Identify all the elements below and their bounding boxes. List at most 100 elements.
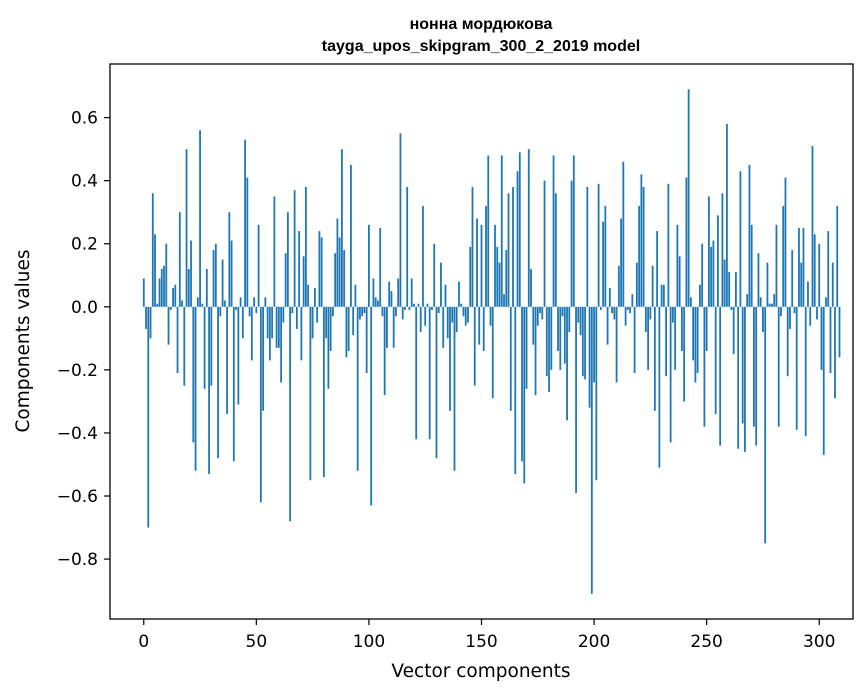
- bar: [404, 306, 406, 310]
- bar: [316, 306, 319, 323]
- bar: [388, 281, 391, 307]
- bar: [500, 155, 503, 307]
- bar: [757, 253, 760, 307]
- bar: [352, 306, 355, 336]
- bar: [201, 303, 204, 307]
- bar: [379, 227, 382, 307]
- bar: [771, 303, 773, 307]
- bar: [807, 281, 809, 307]
- bar: [372, 278, 375, 307]
- bar: [320, 237, 323, 307]
- bar: [476, 218, 478, 307]
- bar: [156, 303, 159, 307]
- y-tick-label: −0.2: [57, 361, 98, 381]
- bar: [534, 306, 537, 396]
- bar: [753, 306, 755, 427]
- bar: [176, 306, 179, 374]
- bar: [588, 306, 591, 408]
- bar: [455, 306, 458, 333]
- bar: [257, 224, 260, 307]
- bar: [514, 306, 517, 474]
- bar: [530, 268, 532, 307]
- bar: [550, 306, 553, 370]
- bar: [748, 164, 751, 307]
- bar: [237, 306, 240, 405]
- bar: [241, 306, 244, 339]
- bar: [223, 300, 226, 307]
- bar: [399, 133, 402, 307]
- bar: [635, 262, 638, 307]
- bar: [692, 306, 695, 361]
- bar: [419, 306, 422, 333]
- bar: [453, 306, 456, 471]
- bar: [662, 284, 665, 307]
- bar: [417, 303, 420, 307]
- bar: [723, 259, 726, 307]
- bar: [512, 186, 514, 307]
- bar: [370, 306, 373, 506]
- bar: [640, 174, 643, 307]
- bar: [750, 224, 753, 307]
- y-tick-label: 0.4: [71, 172, 98, 192]
- bar: [644, 306, 647, 333]
- bar: [557, 306, 559, 351]
- x-axis: 0 50 100 150 200 250 300: [138, 619, 835, 652]
- bar: [250, 306, 253, 361]
- bar: [428, 306, 431, 440]
- bar: [473, 306, 476, 386]
- bar: [777, 306, 780, 427]
- x-tick-label: 200: [578, 632, 610, 652]
- bar: [638, 205, 641, 307]
- bar: [798, 227, 800, 307]
- bar: [172, 287, 174, 307]
- bar: [262, 306, 264, 411]
- chart-subtitle: tayga_upos_skipgram_300_2_2019 model: [322, 38, 640, 55]
- bar: [178, 212, 181, 307]
- bar: [775, 224, 778, 307]
- bar: [431, 306, 433, 310]
- bar: [322, 306, 325, 478]
- bar: [599, 306, 602, 310]
- bar: [386, 306, 388, 348]
- bar: [345, 306, 348, 358]
- bar: [214, 243, 217, 307]
- bar: [568, 306, 571, 333]
- bar: [726, 123, 728, 307]
- bar: [190, 240, 192, 307]
- bar: [780, 306, 782, 317]
- bar: [624, 306, 627, 326]
- bar: [525, 306, 528, 389]
- bar: [149, 306, 152, 339]
- bar: [212, 250, 215, 307]
- bar: [689, 297, 692, 307]
- bar: [467, 306, 469, 323]
- bar: [712, 240, 715, 307]
- bar: [365, 306, 368, 374]
- bar: [647, 306, 650, 370]
- bar: [336, 218, 339, 307]
- bar: [604, 205, 607, 307]
- bar: [717, 215, 719, 307]
- bar: [653, 306, 656, 411]
- bar: [516, 171, 519, 307]
- bar: [728, 272, 731, 307]
- bar: [489, 306, 492, 326]
- bar: [232, 306, 235, 462]
- bar: [325, 306, 328, 339]
- bar: [696, 306, 699, 374]
- bar: [570, 180, 573, 307]
- bar: [158, 278, 161, 307]
- bar: [741, 306, 744, 424]
- bar: [271, 306, 274, 339]
- bar: [219, 306, 222, 317]
- bar: [147, 306, 150, 528]
- bar: [784, 177, 787, 307]
- bar: [167, 306, 170, 345]
- bar: [563, 306, 566, 364]
- bar: [656, 231, 659, 307]
- bar: [503, 294, 505, 307]
- bar: [822, 306, 825, 456]
- chart-title: нонна мордюкова: [410, 16, 553, 33]
- bar: [705, 306, 708, 351]
- bar: [160, 268, 163, 307]
